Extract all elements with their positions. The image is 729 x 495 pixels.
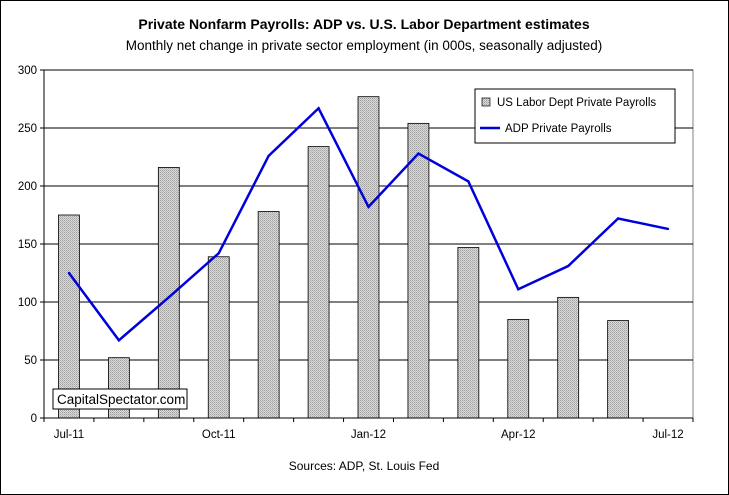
legend-bar-swatch xyxy=(481,97,491,107)
y-axis: 0 50 100 150 200 250 300 xyxy=(18,65,45,425)
adp-point xyxy=(267,154,270,158)
x-tick-label: Jan-12 xyxy=(351,429,386,441)
legend-label-labor: US Labor Dept Private Payrolls xyxy=(497,97,656,109)
source-note: Sources: ADP, St. Louis Fed xyxy=(289,459,440,473)
bar xyxy=(607,320,629,419)
y-tick-label: 300 xyxy=(18,65,37,77)
x-tick-label: Oct-11 xyxy=(202,429,236,441)
y-tick-label: 200 xyxy=(18,181,37,193)
watermark: CapitalSpectator.com xyxy=(52,388,188,410)
adp-point xyxy=(117,339,121,342)
y-tick-label: 0 xyxy=(31,413,37,425)
adp-point xyxy=(67,271,71,275)
bar xyxy=(507,318,530,419)
adp-point xyxy=(566,264,570,268)
x-tick-label: Jul-11 xyxy=(54,429,84,441)
y-tick-label: 150 xyxy=(18,239,37,251)
bar xyxy=(207,256,230,419)
x-tick-label: Jul-12 xyxy=(652,429,683,441)
y-tick-label: 50 xyxy=(24,355,37,367)
bar xyxy=(58,214,80,419)
adp-point xyxy=(317,107,320,110)
chart-title: Private Nonfarm Payrolls: ADP vs. U.S. L… xyxy=(138,16,589,32)
bar-series xyxy=(58,96,629,419)
bar xyxy=(257,211,280,419)
legend-box xyxy=(474,88,676,144)
adp-point xyxy=(666,227,670,231)
bar xyxy=(557,296,580,419)
x-axis: Jul-11 Oct-11 Jan-12 Apr-12 Jul-12 xyxy=(43,417,694,441)
adp-point xyxy=(167,296,171,299)
line-series xyxy=(67,106,670,343)
watermark-text: CapitalSpectator.com xyxy=(57,392,185,407)
bar xyxy=(407,122,430,419)
y-tick-label: 100 xyxy=(18,297,37,309)
x-tick-label: Apr-12 xyxy=(501,429,536,441)
adp-point xyxy=(517,288,520,291)
watermark-box xyxy=(52,388,188,410)
bar xyxy=(457,247,480,419)
adp-point xyxy=(367,205,370,209)
adp-point xyxy=(417,152,420,155)
bar xyxy=(357,96,380,419)
y-tick-label: 250 xyxy=(18,123,37,135)
bar xyxy=(157,167,180,419)
adp-point xyxy=(616,217,620,220)
bar xyxy=(307,146,330,419)
legend: US Labor Dept Private Payrolls ADP Priva… xyxy=(474,88,676,144)
legend-label-adp: ADP Private Payrolls xyxy=(505,123,612,135)
chart-subtitle: Monthly net change in private sector emp… xyxy=(126,38,603,53)
adp-point xyxy=(467,180,470,183)
adp-point xyxy=(217,252,220,255)
